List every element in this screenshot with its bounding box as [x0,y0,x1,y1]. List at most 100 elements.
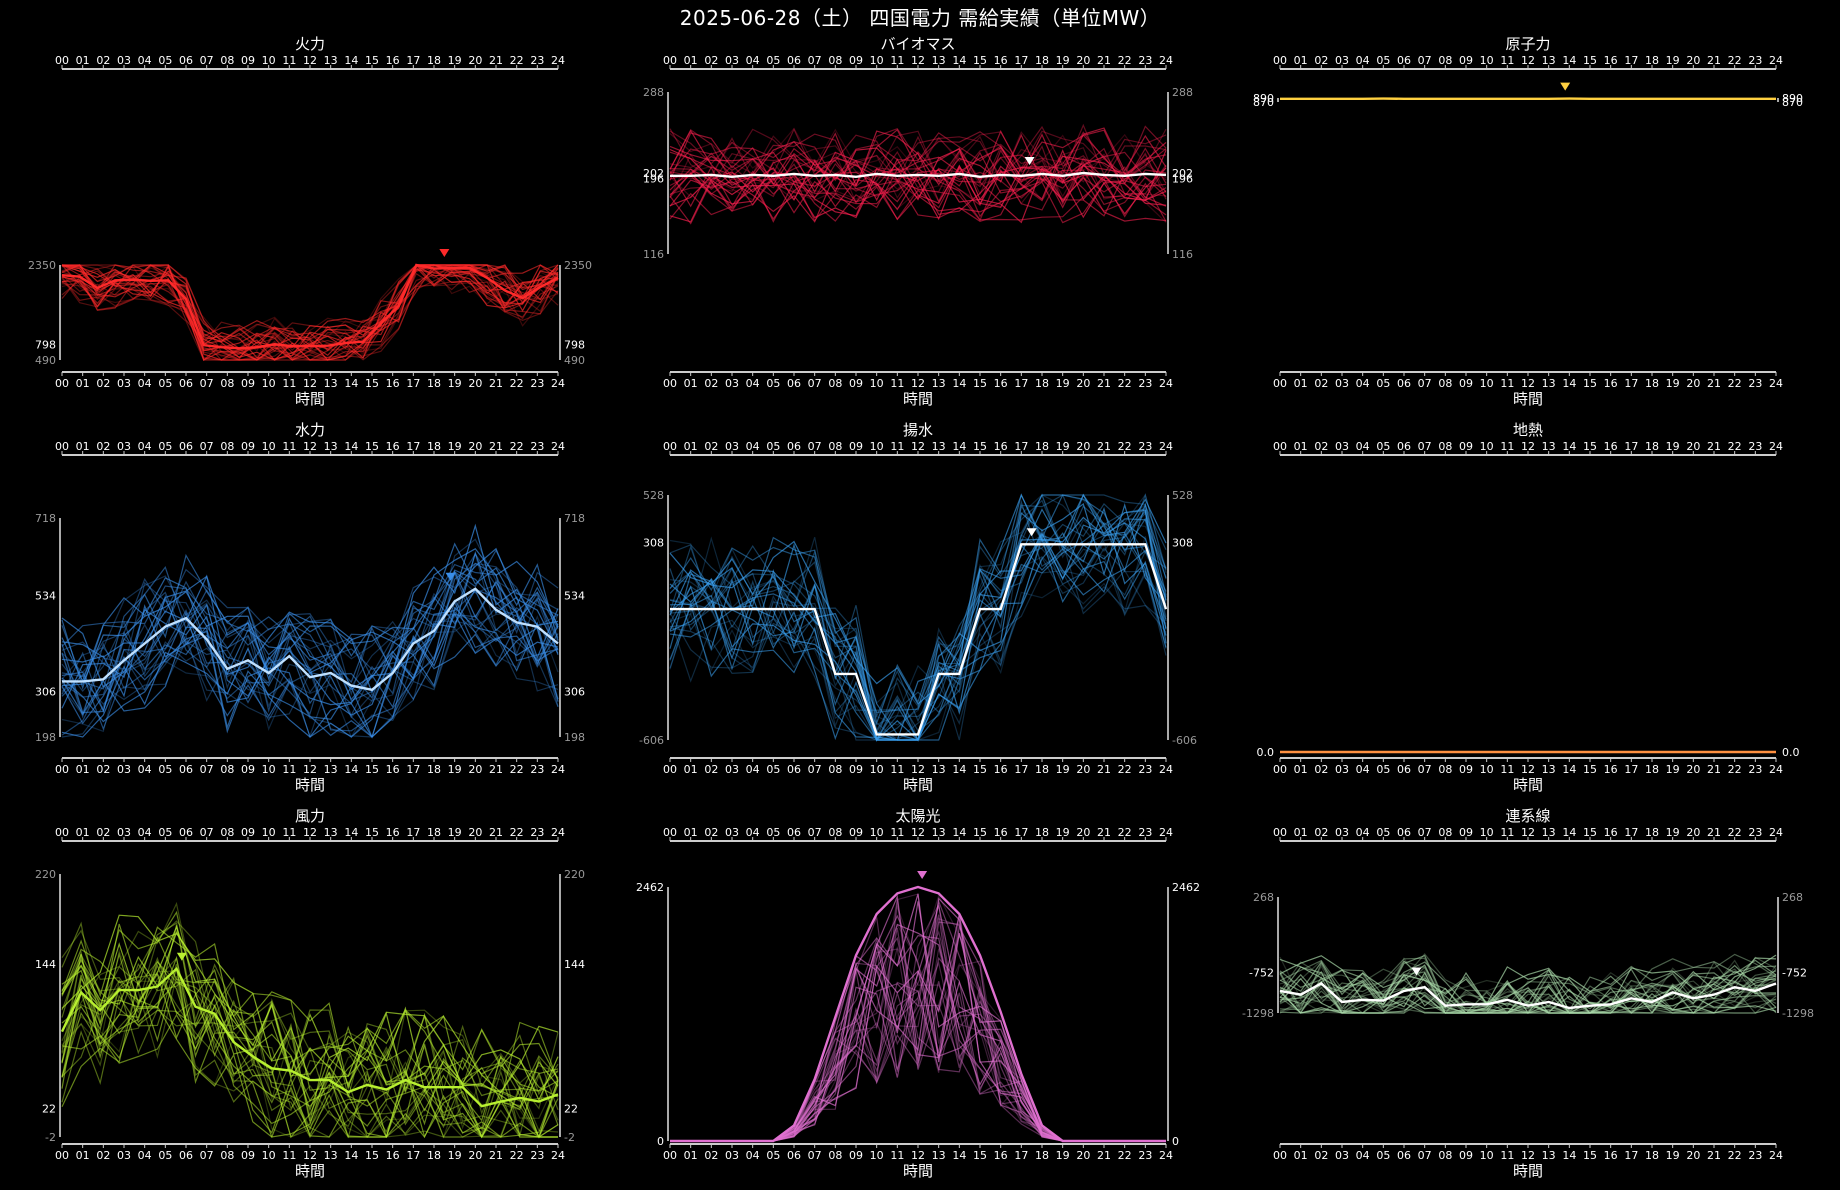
series-line [669,147,1167,201]
bottom-tick-label: 01 [76,377,90,390]
top-tick-label: 22 [510,54,524,67]
bottom-tick-label: 02 [1314,1149,1328,1162]
series-line [669,494,1167,713]
series-line [61,580,559,717]
y-tick-label: 306 [35,686,56,699]
top-tick-label: 09 [1459,440,1473,453]
bottom-tick-label: 16 [1604,763,1618,776]
series-line [669,145,1167,206]
top-tick-label: 21 [1707,826,1721,839]
top-tick-label: 13 [1542,826,1556,839]
series-line [61,923,559,1091]
bottom-tick-label: 20 [1076,763,1090,776]
bottom-tick-label: 14 [1562,763,1576,776]
top-tick-label: 19 [448,54,462,67]
bottom-tick-label: 04 [746,377,760,390]
top-tick-label: 05 [766,826,780,839]
series-line [1279,961,1777,1010]
bottom-tick-label: 00 [663,377,677,390]
bottom-tick-label: 09 [1459,1149,1473,1162]
bottom-tick-label: 24 [551,763,565,776]
top-tick-label: 11 [890,826,904,839]
top-tick-label: 09 [849,826,863,839]
bottom-tick-label: 15 [973,763,987,776]
bottom-tick-label: 15 [1583,377,1597,390]
bottom-tick-label: 13 [932,377,946,390]
top-tick-label: 01 [76,440,90,453]
x-axis-label: 時間 [1513,1162,1543,1180]
top-tick-label: 13 [932,440,946,453]
y-tick-label: 798 [564,338,585,351]
top-tick-label: 06 [1397,440,1411,453]
bottom-tick-label: 05 [766,763,780,776]
bottom-tick-label: 08 [1438,1149,1452,1162]
bottom-tick-label: 10 [870,377,884,390]
top-tick-label: 11 [1500,826,1514,839]
bottom-tick-label: 13 [324,763,338,776]
y-tick-label: 870 [1253,96,1274,109]
top-tick-label: 07 [200,826,214,839]
bottom-tick-label: 01 [684,763,698,776]
bottom-tick-label: 11 [1500,1149,1514,1162]
bottom-tick-label: 07 [1418,377,1432,390]
series-line [669,547,1167,741]
bottom-tick-label: 16 [386,1149,400,1162]
top-tick-label: 18 [1645,440,1659,453]
bottom-tick-label: 14 [952,1149,966,1162]
top-tick-label: 17 [1624,54,1638,67]
top-tick-label: 22 [1118,440,1132,453]
bottom-tick-label: 20 [1686,1149,1700,1162]
top-tick-label: 19 [448,440,462,453]
bottom-tick-label: 13 [1542,763,1556,776]
chart-panel-1: 火力 00 01 02 03 04 05 06 07 08 09 10 11 12 13 14 15 16 17 18… [28,35,592,408]
top-tick-label: 08 [1438,440,1452,453]
bottom-tick-label: 14 [1562,1149,1576,1162]
bottom-tick-label: 01 [1294,377,1308,390]
top-tick-label: 24 [1769,54,1783,67]
top-tick-label: 20 [1686,54,1700,67]
bottom-tick-label: 08 [828,1149,842,1162]
bottom-tick-label: 10 [262,1149,276,1162]
bottom-tick-label: 00 [55,1149,69,1162]
top-tick-label: 04 [746,440,760,453]
bottom-tick-label: 03 [1335,1149,1349,1162]
top-tick-label: 09 [1459,54,1473,67]
series-line [669,128,1167,182]
bottom-tick-label: 12 [1521,377,1535,390]
bottom-tick-label: 06 [179,763,193,776]
series-line [61,967,559,1139]
top-tick-label: 01 [684,440,698,453]
bottom-tick-label: 11 [1500,377,1514,390]
y-tick-label: 718 [35,512,56,525]
top-tick-label: 12 [303,54,317,67]
series-line [61,571,559,715]
top-tick-label: 00 [55,826,69,839]
bottom-tick-label: 24 [1159,377,1173,390]
bottom-tick-label: 17 [406,377,420,390]
top-tick-label: 00 [663,826,677,839]
bottom-tick-label: 21 [1097,763,1111,776]
y-tick-label: 528 [643,489,664,502]
top-tick-label: 23 [1138,826,1152,839]
top-tick-label: 17 [1624,826,1638,839]
top-tick-label: 06 [787,54,801,67]
top-tick-label: 14 [952,826,966,839]
series-line [61,572,559,698]
bottom-tick-label: 07 [1418,1149,1432,1162]
top-tick-label: 20 [1076,54,1090,67]
top-tick-label: 01 [684,826,698,839]
top-tick-label: 10 [262,54,276,67]
bottom-tick-label: 14 [952,377,966,390]
top-tick-label: 07 [808,440,822,453]
bottom-tick-label: 04 [1356,763,1370,776]
bottom-tick-label: 08 [828,763,842,776]
top-tick-label: 17 [406,440,420,453]
chart-title: バイオマス [880,35,955,53]
peak-marker [917,871,928,879]
bottom-tick-label: 13 [324,1149,338,1162]
bottom-tick-label: 16 [994,763,1008,776]
y-tick-label: -1298 [1242,1007,1274,1020]
series-line [61,547,559,688]
top-tick-label: 07 [200,54,214,67]
bottom-tick-label: 20 [1686,763,1700,776]
